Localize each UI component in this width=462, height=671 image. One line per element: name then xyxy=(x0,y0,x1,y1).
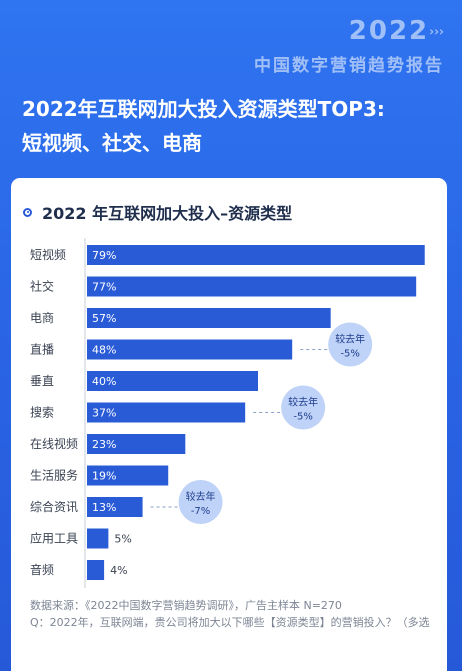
bar xyxy=(87,528,109,549)
annotation-bubble xyxy=(328,322,373,367)
chart-title: 2022 年互联网加大投入–资源类型 xyxy=(23,200,292,224)
chevron-icon: ››› xyxy=(429,24,444,39)
survey-question-note: Q：2022年，互联网端，贵公司将加大以下哪些【资源类型】的营销投入？（多选 xyxy=(30,616,430,629)
annotation-text: 较去年 xyxy=(288,396,318,409)
value-label: 37% xyxy=(92,407,116,420)
bar xyxy=(87,434,186,454)
brand-year-text: 2022 xyxy=(348,16,430,46)
category-label: 音频 xyxy=(30,562,54,577)
annotation-bubble xyxy=(178,480,223,524)
annotation-delta: -5% xyxy=(340,349,359,360)
category-label: 社交 xyxy=(30,279,54,294)
value-label: 5% xyxy=(114,533,131,546)
chart-title-text: 2022 年互联网加大投入–资源类型 xyxy=(42,204,293,223)
bar xyxy=(87,560,105,580)
value-label: 40% xyxy=(92,375,116,388)
bar-chart: 短视频 79% 社交 77% 电商 57% 直播 48% 垂直 40% 搜索 37% 在线视频 23% 生活… xyxy=(30,238,425,588)
category-label: 垂直 xyxy=(30,374,54,388)
target-icon xyxy=(23,207,32,217)
value-label: 13% xyxy=(92,501,116,514)
bar xyxy=(87,308,331,328)
brand-logo: 2022››› 中国数字营销趋势报告 xyxy=(254,16,444,76)
category-label: 短视频 xyxy=(30,247,66,262)
page-headline: 2022年互联网加大投入资源类型TOP3: 短视频、社交、电商 xyxy=(22,92,452,160)
annotation-delta: -7% xyxy=(191,506,210,517)
bar xyxy=(87,465,169,486)
bar xyxy=(87,497,143,517)
brand-year: 2022››› xyxy=(254,16,444,47)
bar xyxy=(87,402,246,423)
headline-line-1: 2022年互联网加大投入资源类型TOP3: xyxy=(22,97,385,121)
bar xyxy=(87,339,293,360)
category-label: 电商 xyxy=(30,310,54,325)
brand-subtitle: 中国数字营销趋势报告 xyxy=(254,55,444,76)
value-label: 77% xyxy=(92,281,116,294)
bar xyxy=(87,245,425,265)
category-label: 在线视频 xyxy=(30,436,78,451)
annotation-bubble xyxy=(281,385,326,430)
category-label: 搜索 xyxy=(30,405,54,420)
category-label: 生活服务 xyxy=(30,468,78,483)
value-label: 48% xyxy=(92,344,116,357)
chart-card: 2022 年互联网加大投入–资源类型 短视频 79% 社交 77% 电商 57% 直播 48%… xyxy=(11,178,447,671)
value-label: 19% xyxy=(92,470,116,483)
annotation-delta: -5% xyxy=(293,412,312,423)
bar xyxy=(87,371,258,391)
category-label: 应用工具 xyxy=(30,531,78,546)
value-label: 57% xyxy=(92,312,116,325)
category-label: 综合资讯 xyxy=(30,499,78,514)
annotation-text: 较去年 xyxy=(186,490,216,503)
headline-line-2: 短视频、社交、电商 xyxy=(22,131,202,155)
annotation-text: 较去年 xyxy=(335,333,365,346)
value-label: 4% xyxy=(110,564,127,577)
value-label: 23% xyxy=(92,438,116,451)
category-label: 直播 xyxy=(30,343,54,357)
bar xyxy=(87,276,417,297)
data-source-note: 数据来源：《2022中国数字营销趋势调研》，广告主样本 N=270 xyxy=(30,599,342,612)
value-label: 79% xyxy=(92,249,116,262)
